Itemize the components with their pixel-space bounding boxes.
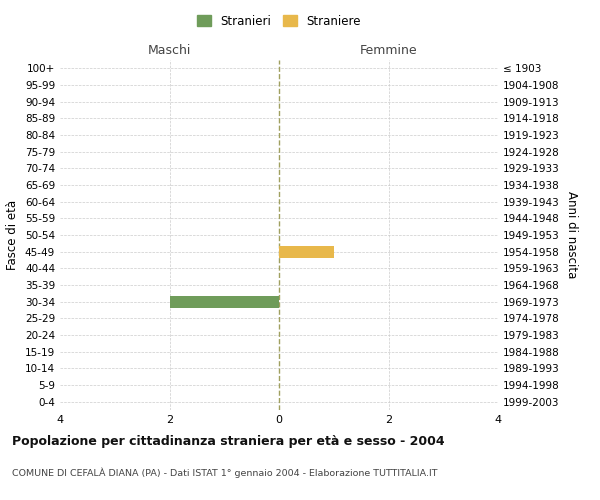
Bar <box>279 246 334 258</box>
Text: Maschi: Maschi <box>148 44 191 57</box>
Bar <box>170 296 279 308</box>
Text: Femmine: Femmine <box>359 44 418 57</box>
Y-axis label: Fasce di età: Fasce di età <box>7 200 19 270</box>
Y-axis label: Anni di nascita: Anni di nascita <box>565 192 578 278</box>
Text: Popolazione per cittadinanza straniera per età e sesso - 2004: Popolazione per cittadinanza straniera p… <box>12 435 445 448</box>
Legend: Stranieri, Straniere: Stranieri, Straniere <box>192 10 366 32</box>
Text: COMUNE DI CEFALÀ DIANA (PA) - Dati ISTAT 1° gennaio 2004 - Elaborazione TUTTITAL: COMUNE DI CEFALÀ DIANA (PA) - Dati ISTAT… <box>12 468 437 478</box>
